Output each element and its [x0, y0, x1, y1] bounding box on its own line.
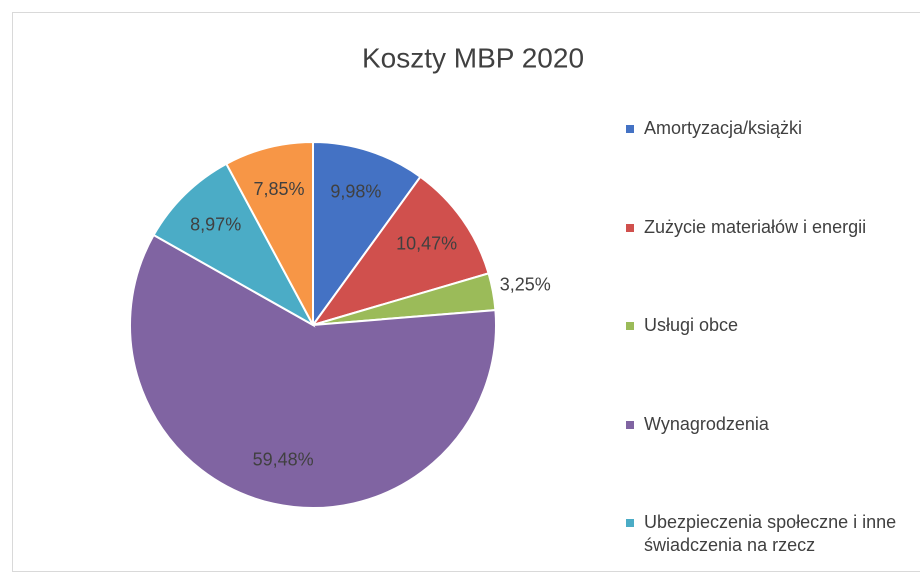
legend-label: Amortyzacja/książki	[644, 118, 803, 138]
legend-item: Ubezpieczenia społeczne i inne świadczen…	[626, 511, 906, 557]
legend-swatch	[626, 125, 634, 133]
data-label: 7,85%	[254, 179, 305, 199]
pie-slice	[310, 175, 490, 327]
data-label: 59,48%	[253, 450, 314, 470]
chart-title: Koszty MBP 2020	[362, 42, 584, 73]
pie-slice	[312, 140, 422, 329]
data-label: 3,25%	[500, 274, 551, 294]
data-label: 9,98%	[330, 181, 381, 201]
page: {"chart_data": {"type": "pie", "title": …	[12, 12, 920, 572]
legend-label: Wynagrodzenia	[644, 413, 769, 434]
legend-swatch	[626, 420, 634, 429]
legend-item: Amortyzacja/książki	[626, 117, 906, 140]
pie-slice	[224, 140, 314, 326]
legend-swatch	[626, 322, 634, 330]
pie-slice	[152, 162, 316, 328]
legend-label: Zużycie materiałów i energii	[644, 216, 867, 237]
legend-item: Wynagrodzenia	[626, 413, 906, 436]
legend-swatch	[626, 223, 634, 232]
legend-label: Usługi obce	[644, 315, 739, 335]
legend-item: Zużycie materiałów i energii	[626, 216, 906, 239]
pie-slice	[129, 233, 497, 509]
legend-swatch	[626, 519, 634, 527]
legend-label: Ubezpieczenia społeczne i inne świadczen…	[644, 512, 897, 555]
chart: Koszty MBP 2020 9,98% 10,47% 3,25% 59,48% 8,…	[129, 42, 584, 509]
data-label: 8,97%	[190, 214, 241, 234]
data-label: 10,47%	[396, 234, 457, 254]
legend-item: Usługi obce	[626, 314, 906, 337]
